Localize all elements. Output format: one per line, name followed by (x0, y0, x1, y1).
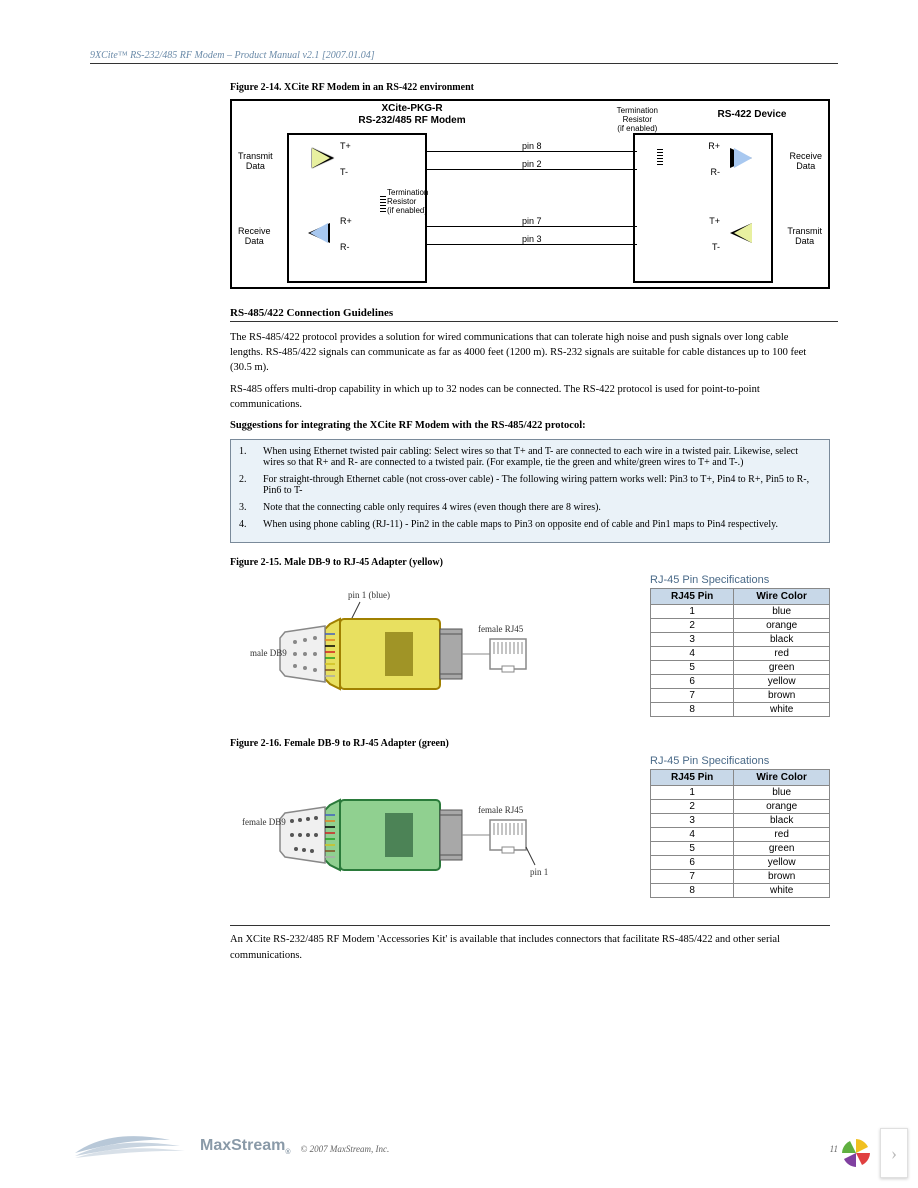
chevron-right-icon: › (891, 1143, 897, 1164)
guidelines-box: 1.When using Ethernet twisted pair cabli… (230, 439, 830, 543)
pin-cell: black (734, 814, 830, 828)
fig14-rminus-r: R- (711, 167, 721, 177)
pin-cell: 2 (651, 800, 734, 814)
page-footer: MaxStream® © 2007 MaxStream, Inc. 11 (0, 1118, 918, 1158)
guideline-num: 2. (239, 474, 263, 496)
pin-cell: 7 (651, 870, 734, 884)
pin-cell: 6 (651, 675, 734, 689)
pin-cell: white (734, 703, 830, 717)
pin-cell: green (734, 661, 830, 675)
guideline-num: 3. (239, 502, 263, 513)
pin-cell: blue (734, 605, 830, 619)
pin-cell: orange (734, 619, 830, 633)
fig14-tminus-l: T- (340, 167, 348, 177)
pin-cell: brown (734, 870, 830, 884)
pin-cell: white (734, 884, 830, 898)
figure-16-caption: Figure 2-16. Female DB-9 to RJ-45 Adapte… (230, 738, 838, 749)
guideline-num: 1. (239, 446, 263, 468)
svg-text:female DB9: female DB9 (242, 817, 286, 827)
fig15-pin1-label: pin 1 (blue) (348, 590, 390, 600)
figure-15-pin-table: RJ-45 Pin Specifications RJ45 PinWire Co… (650, 574, 830, 717)
pin-cell: green (734, 842, 830, 856)
suggestions-heading: Suggestions for integrating the XCite RF… (230, 418, 810, 433)
svg-text:male DB9: male DB9 (250, 648, 287, 658)
pin-cell: 3 (651, 814, 734, 828)
pin-cell: 4 (651, 647, 734, 661)
pin-cell: orange (734, 800, 830, 814)
pin-cell: red (734, 647, 830, 661)
page-number: 11 (830, 1144, 838, 1154)
next-page-button[interactable]: › (880, 1128, 908, 1178)
pin-cell: 8 (651, 884, 734, 898)
fig14-termres-r: TerminationResistor(if enabled) (617, 107, 658, 133)
figure-14-caption: Figure 2-14. XCite RF Modem in an RS-422… (230, 82, 838, 93)
copyright: © 2007 MaxStream, Inc. (301, 1144, 830, 1154)
pin-th-pin: RJ45 Pin (651, 589, 734, 605)
pin-th-color: Wire Color (734, 589, 830, 605)
figure-16-pin-table: RJ-45 Pin Specifications RJ45 PinWire Co… (650, 755, 830, 898)
pin-cell: brown (734, 689, 830, 703)
fig14-rplus-r: R+ (708, 141, 720, 151)
pin-cell: 5 (651, 661, 734, 675)
fig14-tplus-l: T+ (340, 141, 351, 151)
separator (230, 925, 830, 926)
svg-text:female RJ45: female RJ45 (478, 805, 524, 815)
pin-cell: blue (734, 786, 830, 800)
pin2: pin 2 (522, 159, 542, 169)
pin-cell: black (734, 633, 830, 647)
pin-cell: 1 (651, 605, 734, 619)
pin-th-color: Wire Color (734, 770, 830, 786)
svg-text:pin 1: pin 1 (530, 867, 548, 877)
fig14-tplus-r: T+ (709, 216, 720, 226)
pin-cell: 6 (651, 856, 734, 870)
fig14-left-title1: XCite-PKG-R (381, 103, 442, 114)
pin-cell: 7 (651, 689, 734, 703)
figure-15-caption: Figure 2-15. Male DB-9 to RJ-45 Adapter … (230, 557, 838, 568)
svg-text:female RJ45: female RJ45 (478, 624, 524, 634)
guideline-num: 4. (239, 519, 263, 530)
fig14-rplus-l: R+ (340, 216, 352, 226)
pin-cell: 8 (651, 703, 734, 717)
footnote: An XCite RS-232/485 RF Modem 'Accessorie… (230, 932, 810, 962)
fig14-rx-left: ReceiveData (238, 226, 271, 246)
corner-widget: › (838, 1128, 908, 1178)
pin8: pin 8 (522, 141, 542, 151)
pin-table-title: RJ-45 Pin Specifications (650, 574, 830, 586)
pin-table-title: RJ-45 Pin Specifications (650, 755, 830, 767)
pin-cell: 2 (651, 619, 734, 633)
pin-th-pin: RJ45 Pin (651, 770, 734, 786)
pin7: pin 7 (522, 216, 542, 226)
pin-cell: yellow (734, 856, 830, 870)
fig14-tx-left: TransmitData (238, 151, 273, 171)
para-1: The RS-485/422 protocol provides a solut… (230, 330, 810, 376)
flower-icon[interactable] (838, 1135, 874, 1171)
figure-15-diagram: pin 1 (blue) (230, 574, 830, 734)
pin-cell: 4 (651, 828, 734, 842)
figure-14-diagram: XCite-PKG-R RS-232/485 RF Modem RS-422 D… (230, 99, 830, 289)
fig14-left-title2: RS-232/485 RF Modem (358, 115, 465, 126)
guideline-1: When using Ethernet twisted pair cabling… (263, 446, 821, 468)
para-2: RS-485 offers multi-drop capability in w… (230, 382, 810, 412)
fig14-rminus-l: R- (340, 242, 350, 252)
section-heading: RS-485/422 Connection Guidelines (230, 307, 838, 322)
doc-header: 9XCite™ RS-232/485 RF Modem – Product Ma… (90, 50, 838, 64)
pin-cell: red (734, 828, 830, 842)
pin-cell: 1 (651, 786, 734, 800)
fig14-rx-right: ReceiveData (789, 151, 822, 171)
guideline-2: For straight-through Ethernet cable (not… (263, 474, 821, 496)
maxstream-logo (70, 1118, 230, 1158)
guideline-4: When using phone cabling (RJ-11) - Pin2 … (263, 519, 821, 530)
fig14-tminus-r: T- (712, 242, 720, 252)
pin-cell: 5 (651, 842, 734, 856)
guideline-3: Note that the connecting cable only requ… (263, 502, 821, 513)
fig14-termres-l: TerminationResistor(if enabled) (387, 189, 428, 215)
pin3: pin 3 (522, 234, 542, 244)
fig14-tx-right: TransmitData (787, 226, 822, 246)
fig14-right-title: RS-422 Device (682, 109, 822, 120)
figure-16-diagram: pin 1 female DB9 female RJ45 RJ-45 Pin S… (230, 755, 830, 915)
pin-cell: yellow (734, 675, 830, 689)
pin-cell: 3 (651, 633, 734, 647)
